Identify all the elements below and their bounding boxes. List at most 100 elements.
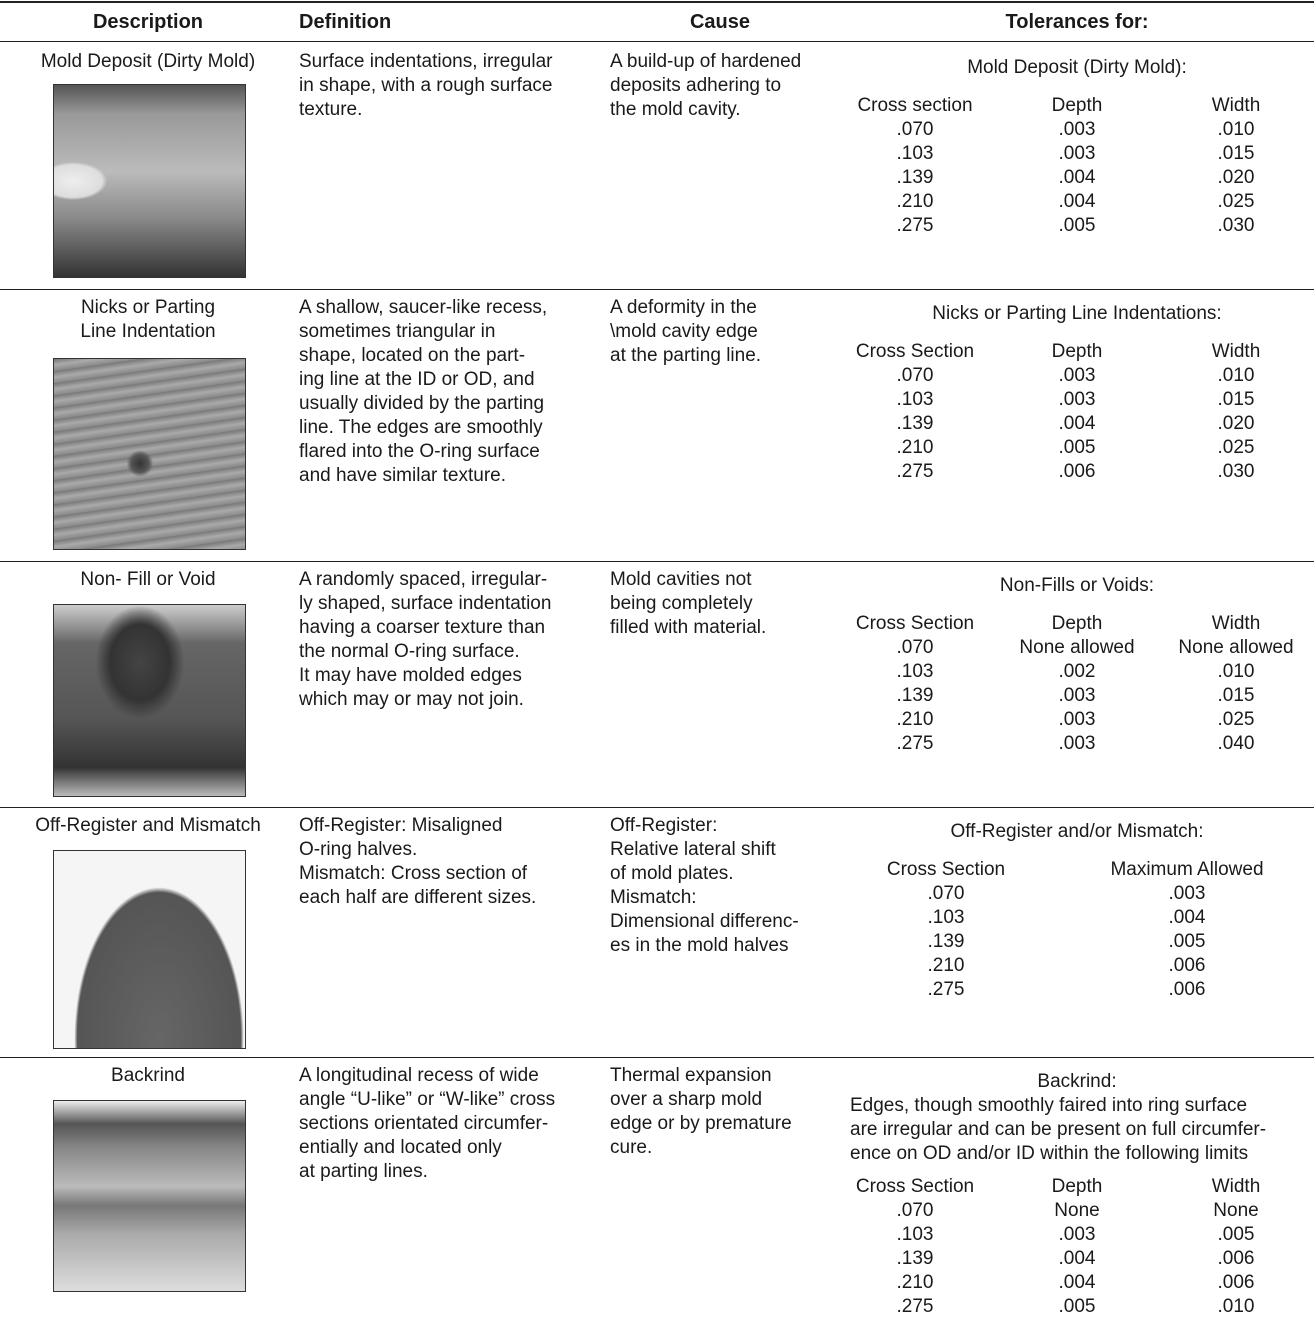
cause: A deformity in the <box>610 297 757 318</box>
tolerance-cell: .030 <box>1217 215 1255 236</box>
tolerance-cell: .139 <box>896 167 934 188</box>
tolerance-cell: .275 <box>896 733 934 754</box>
tolerance-cell: .103 <box>896 1224 934 1245</box>
tolerance-title: Non-Fills or Voids: <box>999 575 1155 596</box>
tolerance-cell: .003 <box>1058 685 1096 706</box>
definition: flared into the O-ring surface <box>299 441 540 462</box>
tolerance-cell: .015 <box>1217 685 1255 706</box>
tolerance-cell: .015 <box>1217 143 1255 164</box>
definition: line. The edges are smoothly <box>299 417 543 438</box>
row-rule <box>0 807 1314 808</box>
tolerance-column: Depth <box>1051 341 1103 362</box>
cause: es in the mold halves <box>610 935 789 956</box>
tolerance-title: Nicks or Parting Line Indentations: <box>932 303 1222 324</box>
tolerance-cell: .010 <box>1217 661 1255 682</box>
tolerance-cell: .275 <box>927 979 965 1000</box>
definition: sometimes triangular in <box>299 321 496 342</box>
tolerance-cell: .275 <box>896 1296 934 1317</box>
tolerance-cell: .003 <box>1058 389 1096 410</box>
tolerance-column: Maximum Allowed <box>1110 859 1264 880</box>
tolerance-column: Width <box>1211 613 1261 634</box>
tolerance-cell: None <box>1054 1200 1100 1221</box>
tolerance-note: ence on OD and/or ID within the followin… <box>850 1143 1249 1164</box>
photo <box>53 1100 246 1292</box>
photo <box>53 84 246 278</box>
tolerance-cell: .003 <box>1058 1224 1096 1245</box>
photo <box>53 850 246 1049</box>
tolerance-cell: .103 <box>896 143 934 164</box>
tolerance-cell: .002 <box>1058 661 1096 682</box>
definition: the normal O-ring surface. <box>299 641 520 662</box>
tolerance-cell: .004 <box>1058 413 1096 434</box>
tolerance-cell: .103 <box>896 389 934 410</box>
definition: It may have molded edges <box>299 665 522 686</box>
definition: ly shaped, surface indentation <box>299 593 552 614</box>
column-header: Tolerances for: <box>1005 11 1149 33</box>
definition: entially and located only <box>299 1137 502 1158</box>
cause: filled with material. <box>610 617 767 638</box>
tolerance-cell: .139 <box>896 685 934 706</box>
definition: shape, located on the part- <box>299 345 526 366</box>
definition: A randomly spaced, irregular- <box>299 569 548 590</box>
tolerance-cell: .025 <box>1217 437 1255 458</box>
definition: and have similar texture. <box>299 465 506 486</box>
tolerance-cell: .210 <box>927 955 965 976</box>
cause: the mold cavity. <box>610 99 741 120</box>
tolerance-cell: .070 <box>896 365 934 386</box>
tolerance-column: Depth <box>1051 1176 1103 1197</box>
tolerance-cell: .005 <box>1217 1224 1255 1245</box>
tolerance-column: Width <box>1211 1176 1261 1197</box>
definition: Off-Register: Misaligned <box>299 815 503 836</box>
top-rule <box>0 1 1314 3</box>
definition: texture. <box>299 99 363 120</box>
definition: in shape, with a rough surface <box>299 75 553 96</box>
tolerance-cell: .004 <box>1058 1248 1096 1269</box>
cause: over a sharp mold <box>610 1089 763 1110</box>
tolerance-cell: .020 <box>1217 413 1255 434</box>
definition: usually divided by the parting <box>299 393 545 414</box>
tolerance-cell: .003 <box>1058 119 1096 140</box>
cause: A build-up of hardened <box>610 51 802 72</box>
tolerance-cell: .006 <box>1168 979 1206 1000</box>
tolerance-cell: .210 <box>896 1272 934 1293</box>
tolerance-cell: .030 <box>1217 461 1255 482</box>
column-header: Description <box>92 11 204 33</box>
definition: Surface indentations, irregular <box>299 51 553 72</box>
tolerance-note: are irregular and can be present on full… <box>850 1119 1267 1140</box>
tolerance-cell: .015 <box>1217 389 1255 410</box>
definition: A longitudinal recess of wide <box>299 1065 539 1086</box>
tolerance-cell: .139 <box>896 1248 934 1269</box>
cause: cure. <box>610 1137 653 1158</box>
tolerance-cell: .010 <box>1217 365 1255 386</box>
tolerance-cell: .103 <box>896 661 934 682</box>
tolerance-cell: .010 <box>1217 1296 1255 1317</box>
description: Nicks or Parting <box>80 297 216 318</box>
tolerance-cell: .006 <box>1217 1272 1255 1293</box>
tolerance-cell: .070 <box>927 883 965 904</box>
description: Backrind <box>111 1065 185 1086</box>
row-rule <box>0 561 1314 562</box>
tolerance-cell: .040 <box>1217 733 1255 754</box>
definition: which may or may not join. <box>299 689 524 710</box>
cause: Off-Register: <box>610 815 718 836</box>
tolerance-cell: None <box>1213 1200 1259 1221</box>
cause: Mold cavities not <box>610 569 752 590</box>
tolerance-cell: .275 <box>896 215 934 236</box>
tolerance-note: Edges, though smoothly faired into ring … <box>850 1095 1248 1116</box>
tolerance-cell: .070 <box>896 1200 934 1221</box>
tolerance-cell: .010 <box>1217 119 1255 140</box>
row-rule <box>0 289 1314 290</box>
tolerance-cell: .139 <box>927 931 965 952</box>
tolerance-column: Cross Section <box>855 341 975 362</box>
definition: angle “U-like” or “W-like” cross <box>299 1089 556 1110</box>
tolerance-column: Depth <box>1051 95 1103 116</box>
tolerance-cell: .006 <box>1058 461 1096 482</box>
tolerance-column: Depth <box>1051 613 1103 634</box>
tolerance-column: Width <box>1211 341 1261 362</box>
tolerance-cell: .005 <box>1058 215 1096 236</box>
tolerance-column: Cross Section <box>886 859 1006 880</box>
tolerance-cell: .070 <box>896 119 934 140</box>
photo <box>53 358 246 550</box>
cause: Thermal expansion <box>610 1065 772 1086</box>
header-rule <box>0 41 1314 42</box>
